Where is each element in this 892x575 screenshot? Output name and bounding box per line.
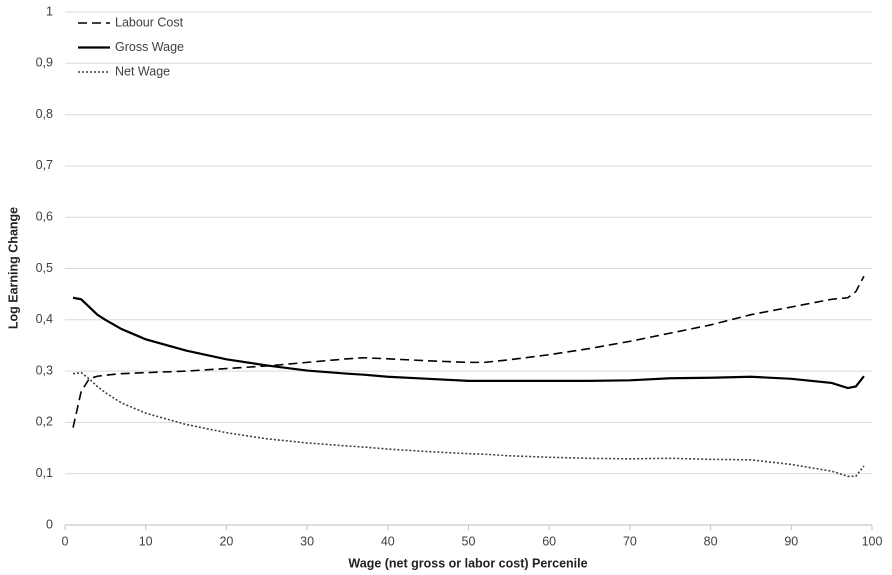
y-tick-label: 0,7 — [36, 158, 53, 172]
y-tick-label: 0,9 — [36, 56, 53, 70]
y-tick-label: 1 — [46, 4, 53, 18]
x-tick-label: 60 — [542, 534, 556, 548]
x-tick-label: 50 — [462, 534, 476, 548]
legend-label: Gross Wage — [115, 40, 184, 54]
y-tick-label: 0,2 — [36, 415, 53, 429]
x-tick-label: 90 — [784, 534, 798, 548]
y-tick-label: 0,6 — [36, 209, 53, 223]
line-series — [72, 371, 865, 478]
legend-label: Net Wage — [115, 64, 170, 78]
x-tick-label: 70 — [623, 534, 637, 548]
x-tick-label: 80 — [704, 534, 718, 548]
x-tick-label: 0 — [62, 534, 69, 548]
x-tick-label: 10 — [139, 534, 153, 548]
line-series — [72, 275, 865, 428]
x-tick-label: 40 — [381, 534, 395, 548]
y-tick-label: 0,3 — [36, 363, 53, 377]
x-tick-label: 20 — [219, 534, 233, 548]
y-tick-label: 0,4 — [36, 312, 53, 326]
y-axis-title: Log Earning Change — [6, 207, 20, 329]
x-tick-label: 100 — [862, 534, 883, 548]
y-tick-label: 0,1 — [36, 466, 53, 480]
y-tick-label: 0,8 — [36, 107, 53, 121]
y-tick-label: 0,5 — [36, 261, 53, 275]
line-series — [72, 296, 865, 390]
x-tick-label: 30 — [300, 534, 314, 548]
legend-label: Labour Cost — [115, 15, 184, 29]
x-axis-title: Wage (net gross or labor cost) Percenile — [348, 556, 587, 570]
y-tick-label: 0 — [46, 517, 53, 531]
